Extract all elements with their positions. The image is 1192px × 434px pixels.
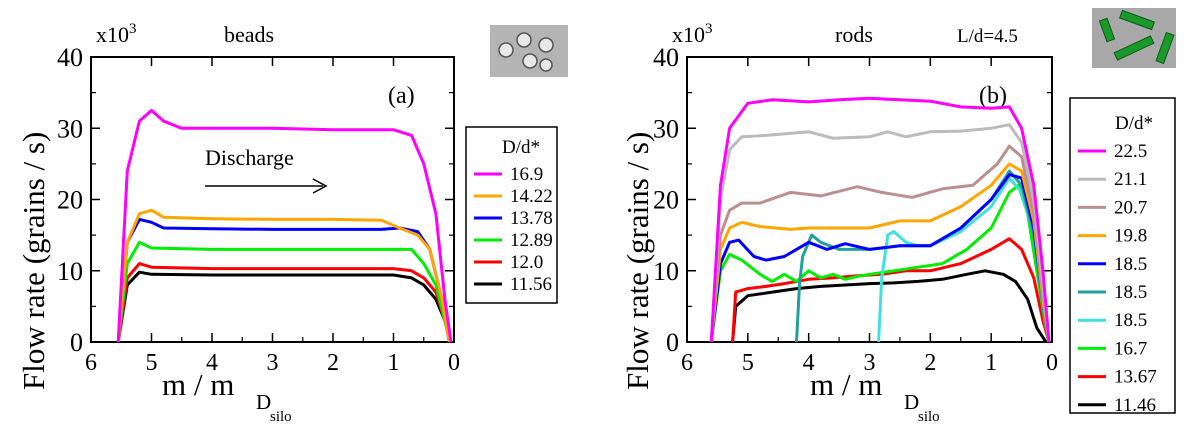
rods-photo [1092,8,1176,68]
x-axis-label-b: m / m D silo [810,367,940,425]
y-axis-label-b: Flow rate (grains / s) [620,132,655,390]
series-line [709,162,1051,342]
legend-label: 11.46 [1114,395,1156,416]
legend-label: 13.67 [1114,367,1157,388]
x-tick-label: 1 [985,350,997,376]
series-line [731,237,1051,342]
x-tick-label: 3 [267,350,279,376]
legend-box [465,126,558,304]
series-line [116,208,451,342]
y-tick-label: 10 [57,257,83,286]
series-line [709,173,1051,342]
legend-label: 11.56 [510,274,552,295]
y-tick-label: 0 [666,328,679,357]
legend-label: 12.0 [510,252,543,273]
y-tick-label: 20 [57,186,83,215]
svg-text:silo: silo [918,409,940,425]
x-axis-label-a: m / m D silo [162,367,292,425]
beads-photo [490,25,568,77]
series-line [709,144,1051,342]
series-line [731,269,1048,342]
x-tick-label: 5 [742,350,754,376]
svg-text:D: D [256,390,271,414]
series-line [116,270,452,342]
x-tick-label: 3 [864,350,876,376]
multiplier-label-b: x103 [672,21,713,47]
legend-1: D/d* 22.5 21.1 20.7 19.8 18.5 18.5 18.5 16.7 13.6… [1069,97,1176,416]
legend-label: 19.8 [1114,226,1147,247]
legend-title: D/d* [502,137,540,158]
legend-label: 14.22 [510,186,553,207]
series-line [116,217,451,342]
legend-label: 21.1 [1114,169,1147,190]
y-tick-label: 40 [57,43,83,72]
y-tick-label: 20 [653,186,679,215]
y-tick-label: 30 [653,114,679,143]
series-line [116,108,453,342]
legend-title: D/d* [1115,113,1153,134]
legend-label: 12.89 [510,230,553,251]
panel-rods: x103 rods L/d=4.5 (b) Flow rate (grains … [620,8,1176,425]
x-tick-label: 5 [146,350,158,376]
y-tick-label: 0 [70,328,83,357]
x-tick-label: 0 [448,350,460,376]
legend-label: 18.5 [1114,254,1147,275]
legend-label: 13.78 [510,208,553,229]
x-tick-label: 1 [388,350,400,376]
y-tick-label: 40 [653,43,679,72]
chart-title-b: rods [835,22,873,47]
legend-label: 16.7 [1114,338,1147,359]
legend-label: 22.5 [1114,141,1147,162]
x-tick-label: 4 [206,350,218,376]
aspect-ratio-annotation: L/d=4.5 [957,26,1018,47]
x-tick-label: 0 [1046,350,1058,376]
chart-marks: 6 5 4 3 2 1 0010203040D/d*16.914.2213.7812.891… [57,43,1176,416]
multiplier-label-a: x103 [96,21,137,47]
svg-text:silo: silo [270,409,292,425]
series-line [795,169,1051,342]
x-tick-label: 6 [85,350,97,376]
legend-label: 18.5 [1114,282,1147,303]
series-line [709,183,1051,342]
panel-label-a: (a) [388,83,415,109]
series-line [709,96,1051,342]
legend-label: 20.7 [1114,197,1147,218]
x-tick-label: 2 [924,350,936,376]
discharge-arrow [205,178,328,194]
series-line [709,123,1051,342]
chart-title-a: beads [224,22,274,47]
series-lines [709,96,1051,342]
discharge-annotation: Discharge [205,145,294,170]
x-tick-label: 4 [803,350,815,376]
panel-beads: x103 beads (a) Discharge Flow rate (grai… [16,21,568,425]
series-line [116,240,452,342]
y-axis-label-a: Flow rate (grains / s) [16,132,51,390]
y-tick-label: 10 [653,257,679,286]
panel-label-b: (b) [979,83,1007,109]
series-lines [116,108,453,342]
svg-text:m / m: m / m [810,367,882,402]
series-line [116,262,452,342]
svg-text:D: D [904,390,919,414]
y-tick-label: 30 [57,114,83,143]
legend-label: 18.5 [1114,310,1147,331]
x-tick-label: 6 [681,350,693,376]
x-tick-label: 2 [327,350,339,376]
legend-label: 16.9 [510,164,543,185]
svg-text:m / m: m / m [162,367,234,402]
